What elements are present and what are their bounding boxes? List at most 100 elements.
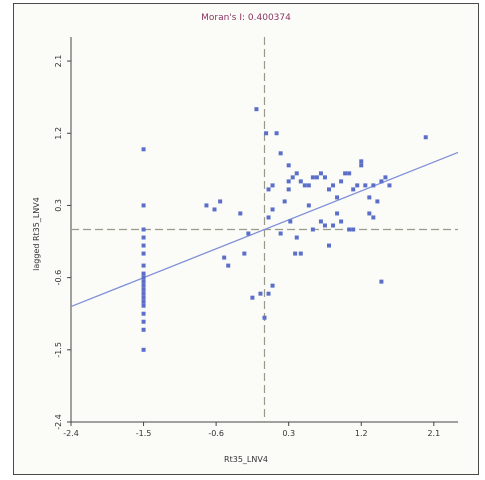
data-point [212,207,217,212]
data-point [141,251,146,256]
y-tick-label: -0.6 [54,270,63,286]
data-point [423,135,428,140]
data-point [327,243,331,248]
data-point [286,187,291,192]
data-point [270,207,275,212]
x-tick-label: -2.4 [63,429,79,438]
data-point [310,175,315,180]
data-point [204,203,209,208]
data-point [270,283,275,288]
data-point [355,183,360,188]
x-tick-label: 0.3 [282,429,295,438]
data-point [347,171,352,176]
data-point [141,235,146,240]
data-point [331,223,336,228]
data-point [250,295,255,300]
data-point [141,287,146,292]
x-axis-label: Rt35_LNV4 [224,455,268,464]
data-point [290,175,295,180]
data-point [274,131,279,136]
data-point [141,203,146,208]
y-tick-label: -2.4 [54,414,63,430]
data-point [141,303,146,308]
data-point [266,187,271,192]
data-point [141,327,146,332]
chart-title: Moran's I: 0.400374 [201,13,291,23]
data-point [322,223,327,228]
data-point [141,283,146,288]
regression-line [70,151,459,308]
data-point [278,151,283,156]
data-point [254,107,259,112]
data-point [242,251,247,256]
data-point [278,231,283,236]
y-axis-label: lagged Rt35_LNV4 [32,197,41,271]
data-point [141,271,146,276]
x-tick-label: 2.1 [427,429,440,438]
data-point [306,183,311,188]
y-tick-label: 1.2 [54,127,63,140]
data-point [331,183,336,188]
data-point [387,183,392,188]
data-point [318,171,323,176]
y-tick-label: 2.1 [54,55,63,68]
data-point [282,199,287,204]
data-point [141,299,146,304]
data-point [359,159,364,164]
data-point [288,219,293,224]
data-point [218,199,223,204]
data-point [379,179,384,184]
data-point [264,131,269,136]
data-point [359,163,364,168]
data-point [310,227,315,232]
data-point [141,319,146,324]
y-tick-label: -1.5 [54,342,63,358]
data-point [141,291,146,296]
data-point [351,187,356,192]
data-point [318,219,323,224]
data-point [335,211,340,216]
data-point [294,235,299,240]
chart-frame: Moran's I: 0.400374 -2.4 -1.5 -0.6 0.3 1.2 2.… [13,3,479,475]
data-point [141,279,146,284]
data-point [246,231,251,236]
data-point [339,179,344,184]
data-point [367,195,372,200]
x-tick-label: 1.2 [355,429,368,438]
data-point [294,171,299,176]
data-point [327,187,331,192]
x-tick-label: -0.6 [208,429,224,438]
data-point [141,311,146,316]
data-point [367,211,372,216]
data-point [286,179,291,184]
data-point [262,315,267,320]
data-point [222,255,227,260]
data-point [141,347,146,352]
data-point [379,279,384,284]
data-point [343,171,348,176]
data-point [302,183,307,188]
data-point [141,275,146,280]
data-point [298,179,303,184]
data-point [293,251,298,256]
data-point [258,291,263,296]
data-point [298,251,303,256]
data-point [347,227,352,232]
regression-line-group [70,151,459,308]
data-point [335,195,340,200]
data-point [383,175,388,180]
data-point [141,147,146,152]
data-point [238,211,243,216]
data-point [270,183,275,188]
data-point [322,175,327,180]
data-point [141,243,146,248]
data-point [314,175,319,180]
x-axis-ticks: -2.4 -1.5 -0.6 0.3 1.2 2.1 [63,422,440,438]
data-point [306,203,311,208]
data-points [141,107,428,352]
data-point [141,295,146,300]
data-point [371,183,376,188]
data-point [363,183,368,188]
data-point [286,163,291,168]
scatter-plot: Moran's I: 0.400374 -2.4 -1.5 -0.6 0.3 1.2 2.… [32,13,459,464]
